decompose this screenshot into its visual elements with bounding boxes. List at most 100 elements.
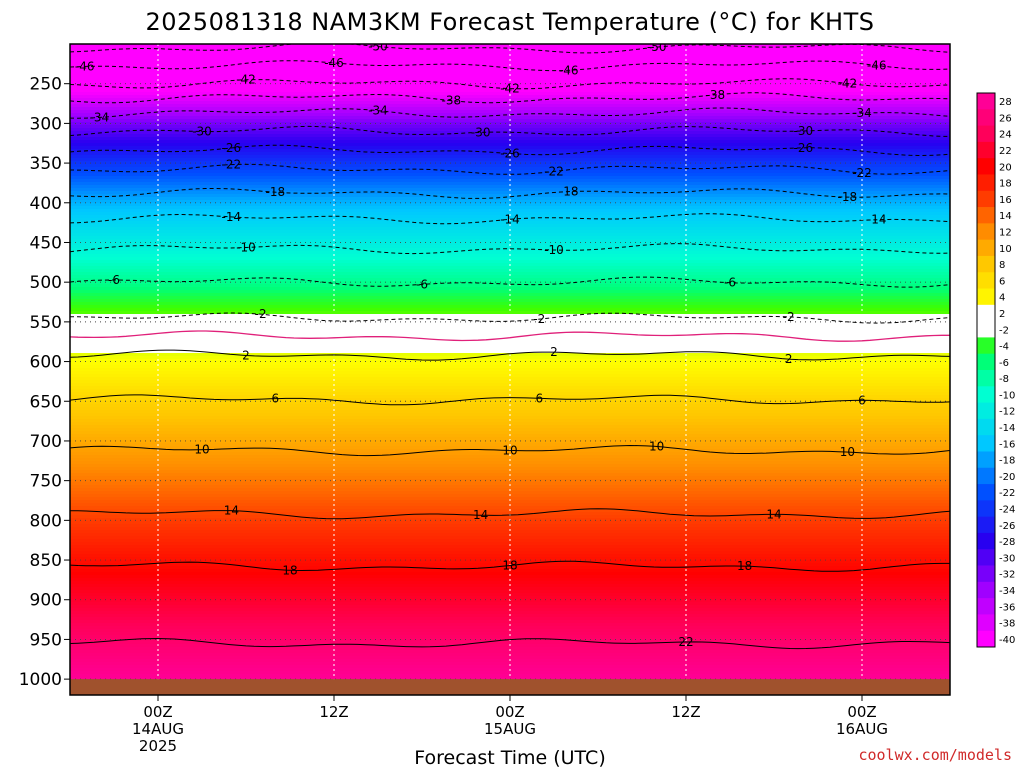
colorbar-swatch xyxy=(977,337,995,355)
isotherm-label: -50 xyxy=(368,40,388,54)
isotherm-label: -34 xyxy=(368,104,388,118)
colorbar-tick-label: 2 xyxy=(999,309,1005,320)
colorbar-swatch xyxy=(977,125,995,143)
colorbar-swatch xyxy=(977,630,995,648)
isotherm-line xyxy=(70,508,950,520)
isotherm-label: -42 xyxy=(838,77,858,91)
isotherm-line xyxy=(70,560,950,572)
colorbar-tick-label: -28 xyxy=(999,537,1015,548)
colorbar-tick-label: -6 xyxy=(999,358,1009,369)
y-tick-label: 800 xyxy=(30,511,62,531)
isotherm-label: 2 xyxy=(785,352,793,366)
colorbar-tick-label: 18 xyxy=(999,179,1012,190)
y-tick-label: 450 xyxy=(30,233,62,253)
isotherm-line xyxy=(70,188,950,199)
colorbar-swatch xyxy=(977,467,995,485)
isotherm-label: -10 xyxy=(236,240,256,254)
isotherm-label: 18 xyxy=(282,563,297,577)
isotherm-label: 18 xyxy=(502,558,517,572)
colorbar-tick-label: 4 xyxy=(999,293,1005,304)
colorbar-tick-label: -8 xyxy=(999,374,1009,385)
colorbar-swatch xyxy=(977,93,995,110)
chart-title: 2025081318 NAM3KM Forecast Temperature (… xyxy=(145,8,874,36)
isotherm-label: -50 xyxy=(647,40,667,54)
colorbar-tick-label: 28 xyxy=(999,97,1012,108)
colorbar-swatch xyxy=(977,321,995,338)
isotherm-contours: -50 -50 -46 -46 -46 -46 -42 -42 -42 -38 -38 -34 -34 -… xyxy=(70,40,950,650)
isotherm-label: -6 xyxy=(416,277,428,291)
colorbar-tick-label: -32 xyxy=(999,570,1015,581)
x-tick-label: 00Z xyxy=(143,703,172,721)
y-tick-label: 500 xyxy=(30,273,62,293)
isotherm-label: -38 xyxy=(706,88,726,102)
isotherm-label: -2 xyxy=(533,312,545,326)
isotherm-label: -30 xyxy=(192,124,212,138)
isotherm-label: 2 xyxy=(242,348,250,362)
isotherm-label: -14 xyxy=(222,210,242,224)
colorbar-tick-label: 14 xyxy=(999,211,1012,222)
y-tick-label: 750 xyxy=(30,472,62,492)
isotherm-label: -46 xyxy=(75,59,95,73)
isotherm-line xyxy=(70,92,950,104)
x-tick-label: 14AUG xyxy=(132,720,184,738)
credit-text: coolwx.com/models xyxy=(858,746,1012,764)
below-ground-fill xyxy=(70,679,950,695)
pressure-axis: 250 300 350 400 450 500 550 600 650 700 750 800 850 9… xyxy=(19,75,70,690)
y-tick-label: 850 xyxy=(30,551,62,571)
x-tick-label: 16AUG xyxy=(836,720,888,738)
colorbar-swatch xyxy=(977,174,995,192)
colorbar-tick-label: -20 xyxy=(999,472,1015,483)
colorbar-tick-label: 8 xyxy=(999,260,1005,271)
isotherm-label: 14 xyxy=(473,508,488,522)
colorbar-tick-label: -38 xyxy=(999,619,1015,630)
colorbar-swatch xyxy=(977,386,995,403)
y-tick-label: 600 xyxy=(30,353,62,373)
y-tick-label: 300 xyxy=(30,114,62,134)
colorbar-tick-label: -26 xyxy=(999,521,1015,532)
isotherm-label: -22 xyxy=(852,166,872,180)
isotherm-label: -18 xyxy=(266,185,286,199)
colorbar-swatch xyxy=(977,207,995,224)
colorbar-tick-label: -36 xyxy=(999,602,1015,613)
colorbar-tick-label: 26 xyxy=(999,113,1012,124)
colorbar-tick-label: 22 xyxy=(999,146,1012,157)
isotherm-label: -46 xyxy=(324,56,344,70)
y-tick-label: 400 xyxy=(30,194,62,214)
colorbar-swatch xyxy=(977,418,995,436)
isotherm-line xyxy=(70,349,950,361)
isotherm-label: 6 xyxy=(272,392,280,406)
isotherm-label: -2 xyxy=(783,310,795,324)
colorbar-swatch xyxy=(977,581,995,599)
isotherm-label: 10 xyxy=(502,443,517,457)
isotherm-label: -18 xyxy=(838,190,858,204)
isotherm-label: -22 xyxy=(222,158,242,172)
isotherm-line xyxy=(70,394,950,406)
y-tick-label: 250 xyxy=(30,75,62,95)
isotherm-label: -10 xyxy=(544,243,564,257)
colorbar-tick-label: -10 xyxy=(999,390,1015,401)
isotherm-label: 18 xyxy=(737,559,752,573)
colorbar-tick-label: -30 xyxy=(999,553,1015,564)
colorbar-swatch xyxy=(977,451,995,469)
isotherm-label: 14 xyxy=(224,504,239,518)
isotherm-label: 6 xyxy=(536,391,544,405)
colorbar-tick-label: -14 xyxy=(999,423,1015,434)
colorbar-swatch xyxy=(977,255,995,273)
isotherm-line xyxy=(70,637,950,650)
colorbar-tick-label: -2 xyxy=(999,325,1009,336)
colorbar-swatch xyxy=(977,190,995,208)
isotherm-label: -18 xyxy=(559,185,579,199)
isotherm-label: -26 xyxy=(794,141,814,155)
isotherm-label: -6 xyxy=(108,273,120,287)
colorbar-swatch xyxy=(977,402,995,420)
colorbar-swatch xyxy=(977,239,995,257)
isotherm-label: 10 xyxy=(840,445,855,459)
isotherm-label: -14 xyxy=(500,212,520,226)
isotherm-line xyxy=(70,243,950,255)
isotherm-line xyxy=(70,330,950,342)
isotherm-line xyxy=(70,444,950,457)
colorbar-swatch xyxy=(977,109,995,126)
isotherm-line xyxy=(70,213,950,225)
colorbar-frame xyxy=(976,92,996,648)
